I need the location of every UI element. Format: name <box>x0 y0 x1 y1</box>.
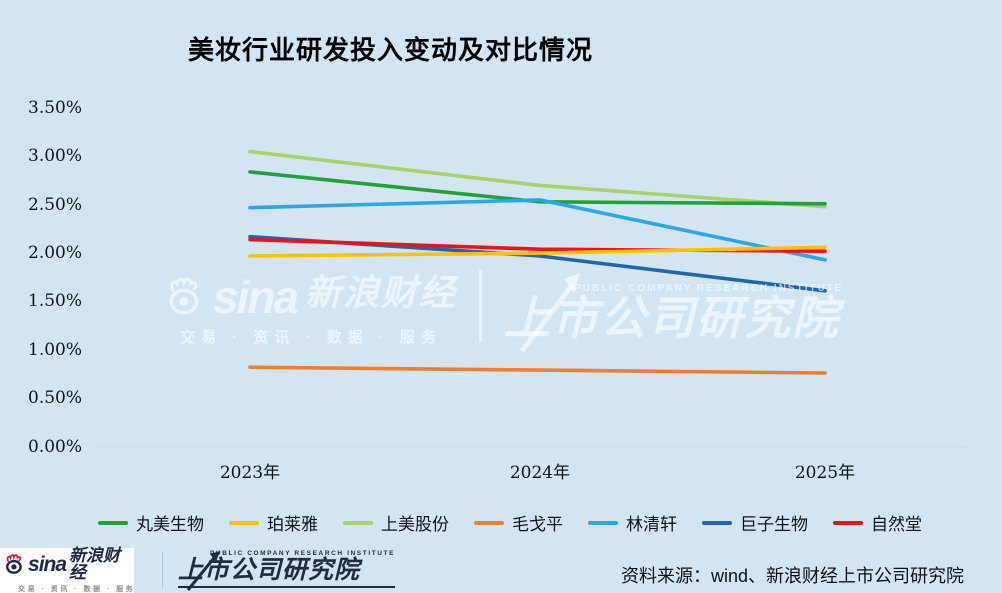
series-line-上美股份 <box>248 149 827 209</box>
legend-item-巨子生物: 巨子生物 <box>702 510 808 535</box>
y-tick-label: 1.00% <box>28 339 83 360</box>
x-tick-label: 2023年 <box>219 463 281 483</box>
legend-item-自然堂: 自然堂 <box>833 510 922 535</box>
y-tick-label: 3.50% <box>28 98 83 119</box>
legend-label: 毛戈平 <box>512 515 563 535</box>
x-tick-label: 2024年 <box>509 463 571 483</box>
y-tick-label: 3.00% <box>28 146 83 167</box>
legend-item-上美股份: 上美股份 <box>343 510 449 535</box>
legend-marker-icon <box>702 520 732 525</box>
legend-marker-icon <box>343 520 373 525</box>
sina-eye-icon <box>6 554 22 574</box>
chart-title: 美妆行业研发投入变动及对比情况 <box>188 35 594 65</box>
legend-marker-icon <box>474 520 504 525</box>
footer-sina-logo: sina 新浪财经 交易 · 资讯 · 数据 · 服务 <box>0 546 136 593</box>
legend-item-丸美生物: 丸美生物 <box>98 510 204 535</box>
legend-marker-icon <box>833 520 863 525</box>
footer-divider <box>162 552 163 588</box>
legend-item-毛戈平: 毛戈平 <box>474 510 563 535</box>
legend-marker-icon <box>588 520 618 525</box>
footer-institute-cn: 上市公司研究院 <box>178 556 396 588</box>
legend-item-珀莱雅: 珀莱雅 <box>229 510 318 535</box>
footer-sina-wordmark: sina <box>28 552 67 576</box>
footer: sina 新浪财经 交易 · 资讯 · 数据 · 服务 PUBLIC COMPA… <box>0 546 1002 593</box>
footer-sina-cn: 新浪财经 <box>69 546 121 582</box>
legend-label: 自然堂 <box>871 515 922 535</box>
series-line-珀莱雅 <box>248 245 827 258</box>
series-line-巨子生物 <box>248 234 827 293</box>
footer-institute-logo: PUBLIC COMPANY RESEARCH INSTITUTE 上市公司研究… <box>178 550 396 591</box>
series-line-林清轩 <box>248 198 827 262</box>
legend-item-林清轩: 林清轩 <box>588 510 677 535</box>
legend-label: 巨子生物 <box>740 515 808 535</box>
y-tick-label: 2.00% <box>28 243 83 264</box>
footer-institute-en: PUBLIC COMPANY RESEARCH INSTITUTE <box>210 550 396 557</box>
data-source-text: 资料来源：wind、新浪财经上市公司研究院 <box>620 566 964 586</box>
legend-label: 林清轩 <box>626 515 677 535</box>
legend-marker-icon <box>229 520 259 525</box>
legend-marker-icon <box>98 520 128 525</box>
y-tick-label: 0.00% <box>28 436 83 457</box>
footer-arrow-icon <box>186 551 220 591</box>
footer-sina-tagline: 交易 · 资讯 · 数据 · 服务 <box>18 586 136 593</box>
chart-legend: 丸美生物 珀莱雅 上美股份 毛戈平 林清轩 巨子生物 自然堂 <box>98 510 922 535</box>
legend-label: 上美股份 <box>381 515 449 535</box>
legend-label: 珀莱雅 <box>267 515 318 535</box>
x-tick-label: 2025年 <box>794 463 856 483</box>
y-tick-label: 2.50% <box>28 194 83 215</box>
series-line-毛戈平 <box>248 365 827 375</box>
series-line-丸美生物 <box>248 170 827 206</box>
y-tick-label: 1.50% <box>28 291 83 312</box>
legend-label: 丸美生物 <box>136 515 204 535</box>
y-tick-label: 0.50% <box>28 388 83 409</box>
